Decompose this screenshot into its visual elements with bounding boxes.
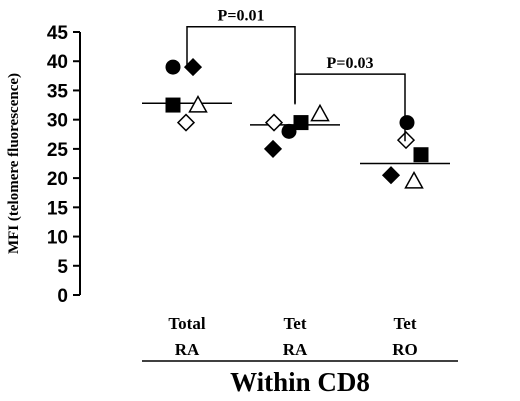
y-tick-label: 20 (47, 169, 68, 190)
y-tick-label: 45 (47, 23, 69, 44)
y-tick-label: 15 (47, 198, 69, 219)
data-point-filled-diamond-1 (263, 139, 283, 158)
category-label-0-0: Total (168, 314, 205, 333)
y-tick-label: 0 (57, 286, 68, 307)
y-tick-label: 35 (47, 81, 69, 102)
data-point-open-triangle-2 (404, 170, 424, 189)
data-point-filled-square-1 (293, 115, 309, 131)
p-value-label-0: P=0.01 (218, 8, 265, 25)
data-point-open-diamond-1 (264, 113, 284, 132)
y-tick-label: 10 (47, 228, 68, 249)
p-value-label-1: P=0.03 (327, 55, 374, 72)
y-tick-label: 40 (47, 52, 68, 73)
category-label-0-1: RA (175, 340, 200, 359)
data-point-filled-circle-0 (165, 59, 181, 75)
y-tick-label: 25 (47, 140, 69, 161)
category-label-1-0: Tet (284, 314, 307, 333)
data-point-open-triangle-1 (310, 103, 330, 122)
data-point-open-diamond-2 (396, 131, 416, 150)
y-axis-label: MFI (telomere fluorescence) (6, 73, 22, 254)
data-point-filled-circle-2 (399, 115, 415, 131)
significance-bracket-1 (294, 73, 406, 142)
category-label-2-0: Tet (394, 314, 417, 333)
data-point-open-diamond-0 (176, 113, 196, 132)
data-point-filled-circle-1 (281, 123, 297, 139)
data-point-open-triangle-0 (188, 95, 208, 113)
y-tick-label: 30 (47, 111, 68, 132)
group-label: Within CD8 (230, 367, 370, 397)
data-point-filled-diamond-2 (381, 166, 401, 185)
significance-bracket-0 (186, 25, 296, 105)
category-label-2-1: RO (392, 340, 418, 359)
data-point-filled-square-0 (165, 97, 181, 113)
category-label-1-1: RA (283, 340, 308, 359)
data-point-filled-square-2 (413, 147, 429, 163)
y-tick-label: 5 (57, 257, 68, 278)
